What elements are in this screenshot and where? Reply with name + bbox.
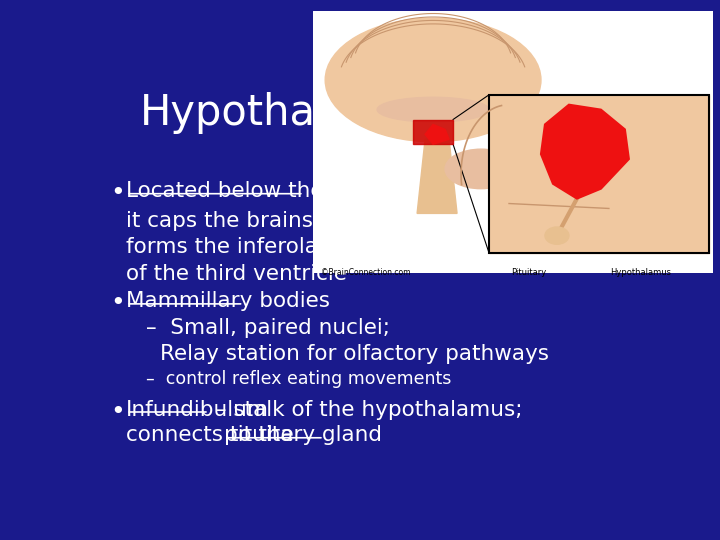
Text: –  Small, paired nuclei;: – Small, paired nuclei; [145,319,390,339]
Ellipse shape [325,18,541,141]
Text: Mammillary bodies: Mammillary bodies [126,292,330,312]
Text: ©BrainConnection.com: ©BrainConnection.com [321,268,410,277]
Polygon shape [425,124,449,144]
Bar [489,95,708,253]
Text: Hypothalamus: Hypothalamus [140,92,442,134]
Text: •: • [111,400,125,423]
Text: Located below the thalamus: Located below the thalamus [126,181,431,201]
Ellipse shape [445,149,517,188]
Text: Pituitary: Pituitary [511,268,546,277]
Bar [413,119,453,144]
Text: pituitary gland: pituitary gland [225,426,382,446]
Text: •: • [111,292,125,315]
Polygon shape [541,105,629,199]
Text: –  control reflex eating movements: – control reflex eating movements [145,370,451,388]
Text: forms the inferolateral walls: forms the inferolateral walls [126,238,428,258]
Text: Infundibulum: Infundibulum [126,400,269,420]
Text: •: • [111,181,125,205]
Text: of the third ventricle: of the third ventricle [126,264,347,284]
Text: Hypothalamus: Hypothalamus [611,268,671,277]
Ellipse shape [545,227,569,244]
Text: it caps the brainstem and: it caps the brainstem and [126,211,403,231]
Polygon shape [417,139,457,213]
Text: connects to the: connects to the [126,426,301,446]
Ellipse shape [377,97,489,122]
Text: Relay station for olfactory pathways: Relay station for olfactory pathways [160,344,549,364]
Bar [489,95,708,253]
Text: – stalk of the hypothalamus;: – stalk of the hypothalamus; [209,400,522,420]
